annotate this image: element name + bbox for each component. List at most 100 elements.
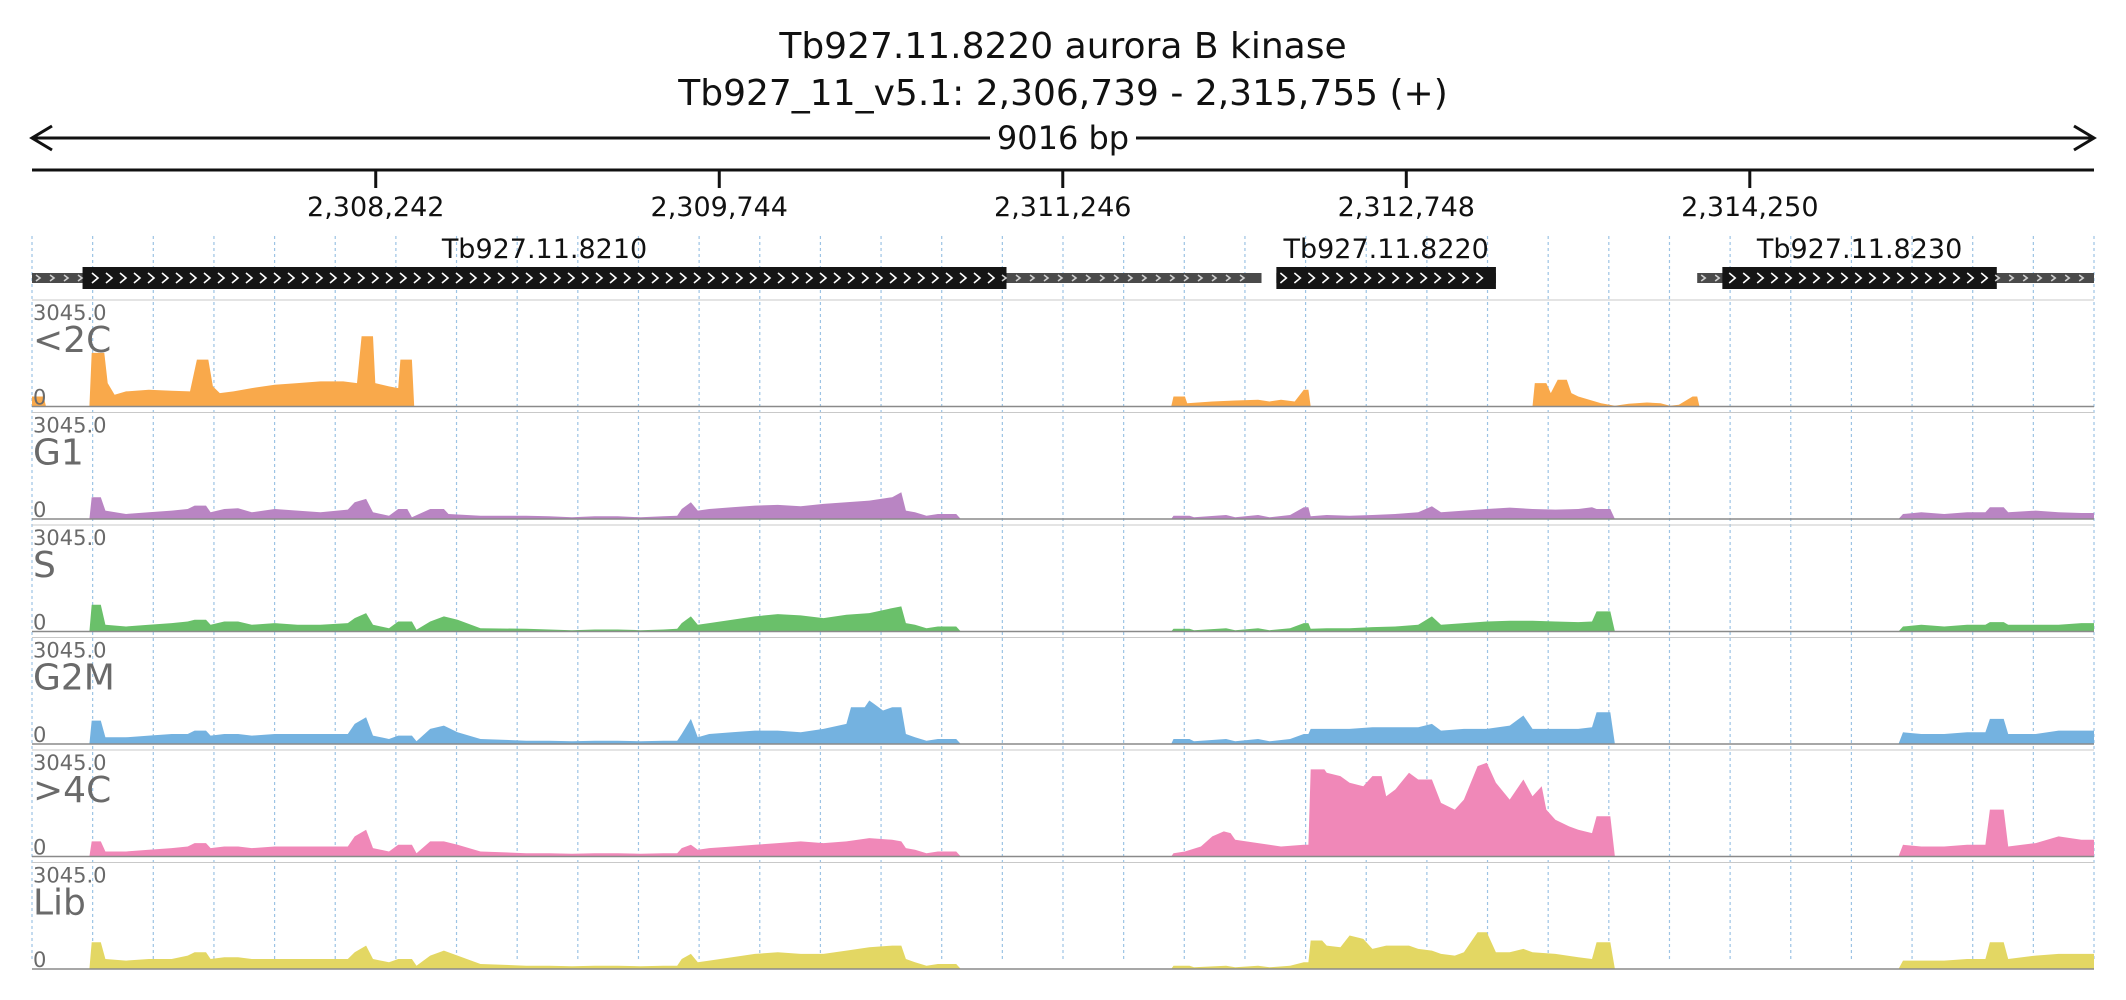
strand-chevron: [1349, 272, 1358, 284]
track-name: G2M: [33, 658, 115, 699]
strand-chevron: [1015, 274, 1022, 282]
track-gt4c: 3045.0>4C 0: [32, 749, 2094, 860]
gene-cds: [1276, 267, 1496, 289]
track-min-label: 0: [33, 948, 46, 972]
strand-chevron: [385, 272, 394, 284]
track-max-label: 3045.0: [33, 864, 106, 888]
track-min-label: 0: [33, 836, 46, 860]
strand-chevron: [1141, 274, 1148, 282]
strand-chevron: [91, 272, 100, 284]
strand-chevron: [189, 272, 198, 284]
coordinate-ticks: 2,308,242 2,309,744 2,311,246 2,312,748 2,31…: [307, 170, 1819, 223]
strand-chevron: [1363, 272, 1372, 284]
strand-chevron: [581, 272, 590, 284]
strand-chevron: [511, 272, 520, 284]
tick-label: 2,311,246: [994, 192, 1131, 223]
strand-chevron: [987, 272, 996, 284]
tick-label: 2,308,242: [307, 192, 444, 223]
strand-chevron: [2078, 274, 2085, 282]
strand-chevron: [2036, 274, 2043, 282]
strand-chevron: [483, 272, 492, 284]
strand-chevron: [1293, 272, 1302, 284]
strand-chevron: [833, 272, 842, 284]
strand-chevron: [469, 272, 478, 284]
strand-chevron: [161, 272, 170, 284]
strand-chevron: [931, 272, 940, 284]
coverage-area: [32, 700, 2094, 744]
strand-chevron: [1335, 272, 1344, 284]
strand-chevron: [1798, 272, 1807, 284]
strand-chevron: [2064, 274, 2071, 282]
strand-chevron: [217, 272, 226, 284]
strand-chevron: [1812, 272, 1821, 284]
strand-chevron: [623, 272, 632, 284]
strand-chevron: [903, 272, 912, 284]
track-g1: 3045.0G1 0: [32, 412, 2094, 522]
strand-chevron: [889, 272, 898, 284]
strand-chevron: [1183, 274, 1190, 282]
strand-chevron: [861, 272, 870, 284]
span-label: 9016 bp: [997, 119, 1129, 157]
strand-chevron: [1742, 272, 1751, 284]
strand-chevron: [553, 272, 562, 284]
strand-chevron: [1994, 274, 2001, 282]
strand-chevron: [735, 272, 744, 284]
strand-chevron: [441, 272, 450, 284]
track-name: <2C: [33, 320, 111, 361]
strand-chevron: [567, 272, 576, 284]
track-lt2c: 3045.0<2C 0: [32, 299, 2094, 410]
track-max-label: 3045.0: [33, 526, 106, 550]
chart-title: Tb927.11.8220 aurora B kinase: [778, 26, 1346, 67]
span-arrow-left-head: [29, 124, 53, 152]
chart-subtitle: Tb927_11_v5.1: 2,306,739 - 2,315,755 (+): [677, 73, 1448, 114]
strand-chevron: [665, 272, 674, 284]
strand-chevron: [1127, 274, 1134, 282]
strand-chevron: [973, 272, 982, 284]
coverage-area: [32, 762, 2094, 857]
strand-chevron: [651, 272, 660, 284]
strand-chevron: [427, 272, 436, 284]
strand-chevron: [1770, 272, 1779, 284]
strand-chevron: [1952, 272, 1961, 284]
strand-chevron: [1169, 274, 1176, 282]
coverage-area: [32, 604, 2094, 632]
strand-chevron: [2022, 274, 2029, 282]
track-min-label: 0: [33, 386, 46, 410]
track-max-label: 3045.0: [33, 751, 106, 775]
strand-chevron: [959, 272, 968, 284]
strand-chevron: [231, 272, 240, 284]
strand-chevron: [777, 272, 786, 284]
strand-chevron: [343, 272, 352, 284]
strand-chevron: [679, 272, 688, 284]
track-min-label: 0: [33, 498, 46, 522]
strand-chevron: [1966, 272, 1975, 284]
tick-label: 2,309,744: [651, 192, 788, 223]
strand-chevron: [1784, 272, 1793, 284]
strand-chevron: [147, 272, 156, 284]
strand-chevron: [1239, 274, 1246, 282]
strand-chevron: [805, 272, 814, 284]
strand-chevron: [1896, 272, 1905, 284]
coverage-area: [32, 336, 2094, 407]
strand-chevron: [301, 272, 310, 284]
track-s: 3045.0S 0: [32, 524, 2094, 635]
strand-chevron: [371, 272, 380, 284]
gene-annotations: Tb927.11.8210 Tb927.11.8220 Tb927.11.8230: [32, 234, 2094, 289]
gene-cds: [1722, 267, 1997, 289]
strand-chevron: [2008, 274, 2015, 282]
strand-chevron: [1057, 274, 1064, 282]
strand-chevron: [1924, 272, 1933, 284]
strand-chevron: [1826, 272, 1835, 284]
strand-chevron: [1155, 274, 1162, 282]
span-arrow-right-head: [2073, 124, 2097, 152]
strand-chevron: [693, 272, 702, 284]
gene-label: Tb927.11.8230: [1756, 234, 1962, 265]
gene-label: Tb927.11.8220: [1282, 234, 1488, 265]
track-name: G1: [33, 433, 84, 474]
strand-chevron: [1461, 272, 1470, 284]
strand-chevron: [357, 272, 366, 284]
tick-label: 2,312,748: [1338, 192, 1475, 223]
